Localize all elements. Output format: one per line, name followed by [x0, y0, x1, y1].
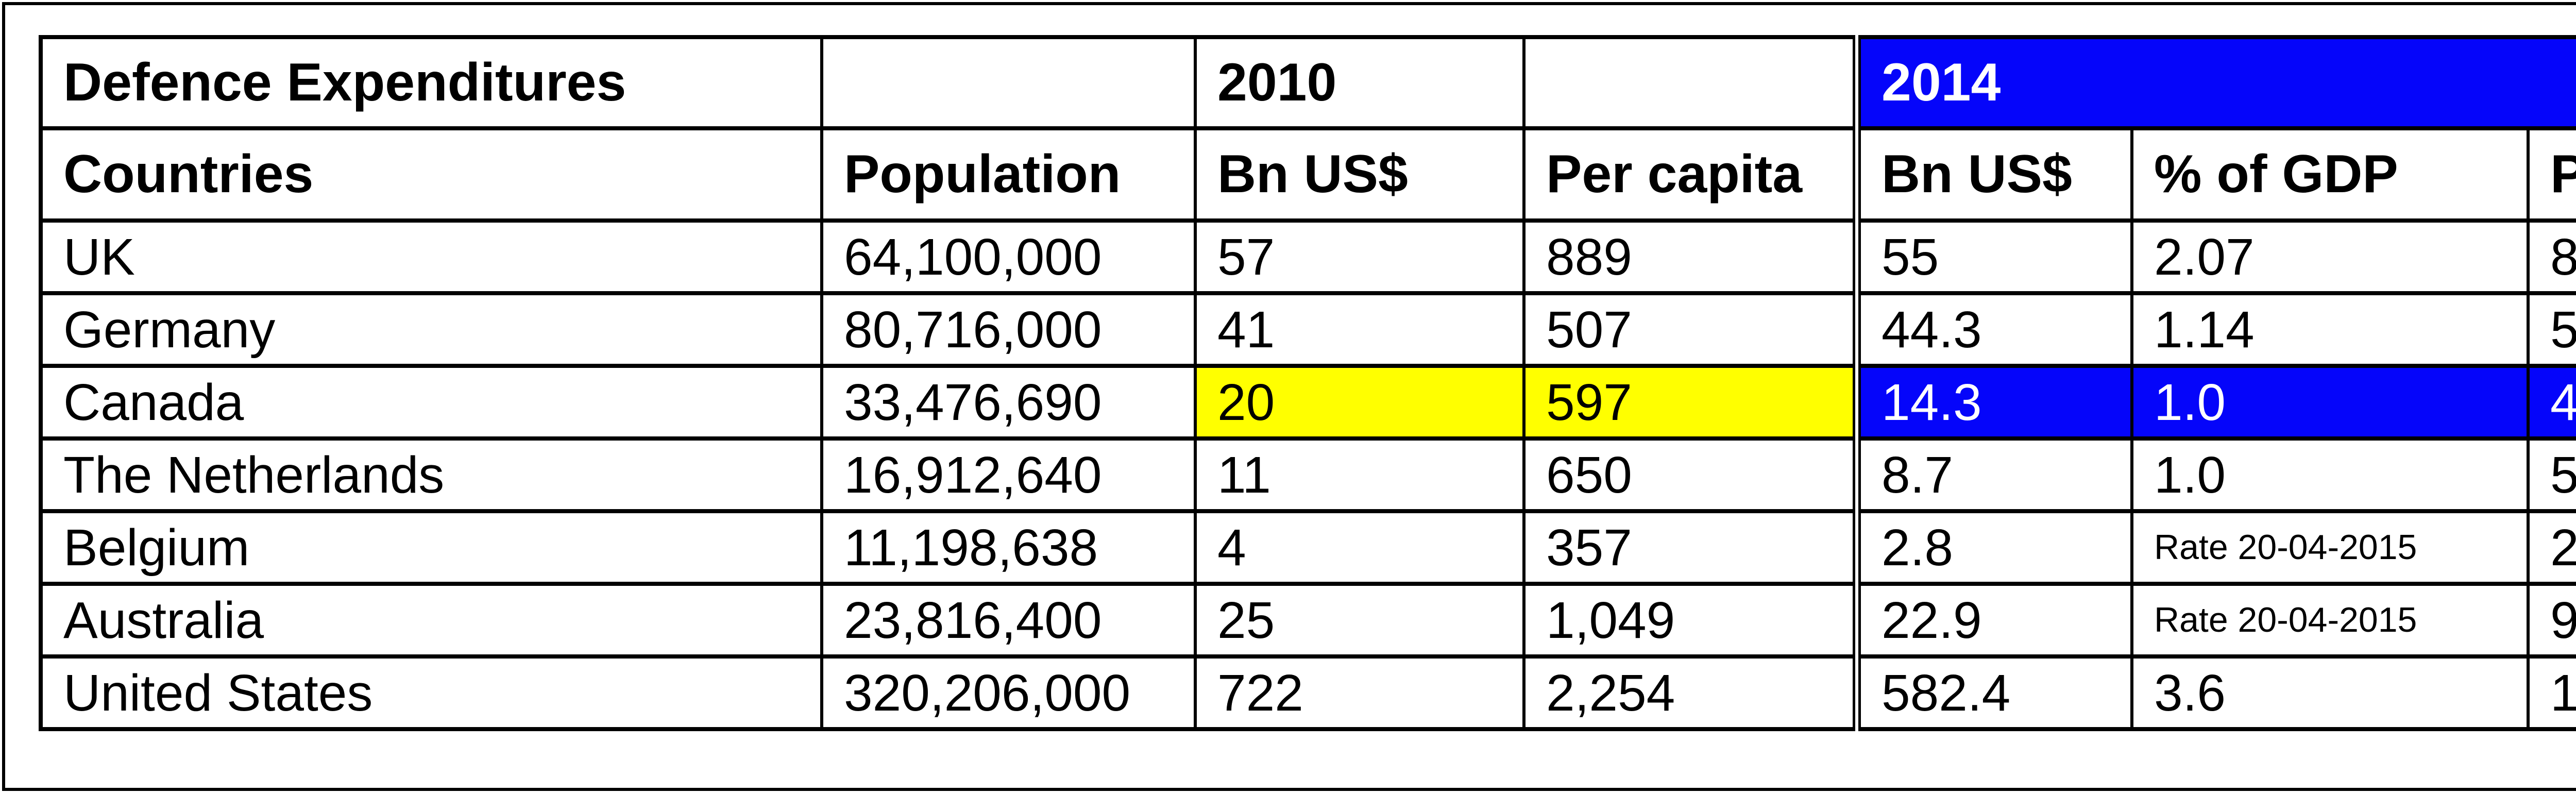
cell-2014-percapita: 250	[2527, 509, 2576, 586]
header-year-2010: 2010	[1194, 35, 1526, 130]
cell-2014-percapita: 514	[2527, 436, 2576, 513]
cell-population: 16,912,640	[820, 436, 1197, 513]
table-title: Defence Expenditures	[39, 35, 823, 130]
cell-2014-bn: 582.4	[1853, 654, 2133, 731]
header-2010-percapita: Per capita	[1522, 126, 1858, 223]
table-row-netherlands: The Netherlands 16,912,640 11 650 8.7 1.…	[39, 436, 2576, 513]
cell-2010-percapita: 650	[1522, 436, 1858, 513]
cell-2014-bn: 22.9	[1853, 582, 2133, 659]
cell-2014-percapita: 1,818	[2527, 654, 2576, 731]
cell-2014-percapita: 427	[2527, 364, 2576, 441]
cell-country: The Netherlands	[39, 436, 823, 513]
cell-2014-gdp: 1.0	[2130, 436, 2530, 513]
cell-2010-bn: 25	[1194, 582, 1526, 659]
cell-2010-bn: 11	[1194, 436, 1526, 513]
cell-population: 80,716,000	[820, 291, 1197, 368]
cell-2014-bn: 55	[1853, 218, 2133, 295]
cell-country: Belgium	[39, 509, 823, 586]
cell-2010-bn: 20	[1194, 364, 1526, 441]
cell-2014-gdp: 1.0	[2130, 364, 2530, 441]
cell-2014-gdp: 1.14	[2130, 291, 2530, 368]
table-row-germany: Germany 80,716,000 41 507 44.3 1.14 548 …	[39, 291, 2576, 368]
cell-country: UK	[39, 218, 823, 295]
cell-country: Australia	[39, 582, 823, 659]
cell-population: 23,816,400	[820, 582, 1197, 659]
cell-2014-gdp: Rate 20-04-2015	[2130, 509, 2530, 586]
cell-2010-bn: 57	[1194, 218, 1526, 295]
header-year-2014: 2014	[1853, 35, 2576, 130]
cell-population: 33,476,690	[820, 364, 1197, 441]
cell-2014-bn: 44.3	[1853, 291, 2133, 368]
cell-population: 11,198,638	[820, 509, 1197, 586]
cell-2010-percapita: 507	[1522, 291, 1858, 368]
table-row-canada: Canada 33,476,690 20 597 14.3 1.0 427 12…	[39, 364, 2576, 441]
cell-2014-percapita: 858	[2527, 218, 2576, 295]
cell-2014-bn: 2.8	[1853, 509, 2133, 586]
cell-2010-bn: 41	[1194, 291, 1526, 368]
cell-2010-percapita: 1,049	[1522, 582, 1858, 659]
cell-2010-percapita: 2,254	[1522, 654, 1858, 731]
table-row-belgium: Belgium 11,198,638 4 357 2.8 Rate 20-04-…	[39, 509, 2576, 586]
cell-country: Canada	[39, 364, 823, 441]
table-row-uk: UK 64,100,000 57 889 55 2.07 858 54 1.88…	[39, 218, 2576, 295]
cell-2014-bn: 8.7	[1853, 436, 2133, 513]
table-row-years: Defence Expenditures 2010 2014 2015 Appr…	[39, 35, 2576, 130]
header-2014-percapita: Per capita	[2527, 126, 2576, 223]
cell-2014-gdp: 3.6	[2130, 654, 2530, 731]
cell-population: 64,100,000	[820, 218, 1197, 295]
cell-2010-percapita: 357	[1522, 509, 1858, 586]
table-row-columns: Countries Population Bn US$ Per capita B…	[39, 126, 2576, 223]
cell-2014-percapita: 548	[2527, 291, 2576, 368]
header-2010-bn: Bn US$	[1194, 126, 1526, 223]
empty-header-cell	[1522, 35, 1858, 130]
cell-2010-bn: 4	[1194, 509, 1526, 586]
cell-2014-bn: 14.3	[1853, 364, 2133, 441]
cell-2014-percapita: 961	[2527, 582, 2576, 659]
table-row-united-states: United States 320,206,000 722 2,254 582.…	[39, 654, 2576, 731]
cell-2014-gdp: 2.07	[2130, 218, 2530, 295]
header-countries: Countries	[39, 126, 823, 223]
table-row-australia: Australia 23,816,400 25 1,049 22.9 Rate …	[39, 582, 2576, 659]
cell-2010-percapita: 597	[1522, 364, 1858, 441]
header-2014-bn: Bn US$	[1853, 126, 2133, 223]
cell-2010-bn: 722	[1194, 654, 1526, 731]
defence-expenditures-table: Defence Expenditures 2010 2014 2015 Appr…	[39, 35, 2576, 731]
header-population: Population	[820, 126, 1197, 223]
cell-2010-percapita: 889	[1522, 218, 1858, 295]
empty-header-cell	[820, 35, 1197, 130]
cell-country: Germany	[39, 291, 823, 368]
cell-country: United States	[39, 654, 823, 731]
cell-2014-gdp: Rate 20-04-2015	[2130, 582, 2530, 659]
cell-population: 320,206,000	[820, 654, 1197, 731]
header-2014-gdp: % of GDP	[2130, 126, 2530, 223]
